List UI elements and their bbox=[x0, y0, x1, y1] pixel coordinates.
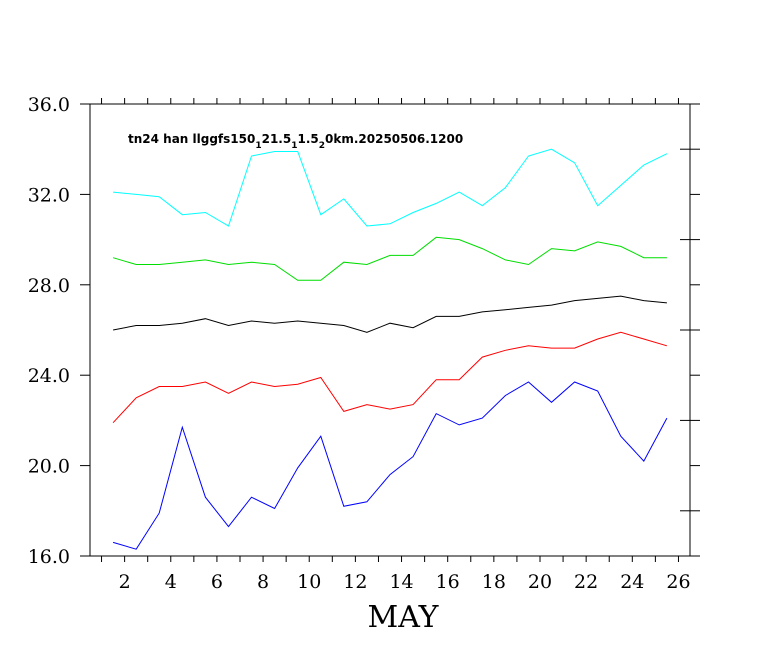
y-tick-label: 16.0 bbox=[28, 546, 70, 568]
series-line-3 bbox=[113, 295, 667, 333]
chart-title-part: 2 bbox=[319, 141, 325, 151]
chart-title-part: 1 bbox=[255, 141, 261, 151]
chart-title-part: tn24 han llggfs150 bbox=[128, 132, 255, 146]
x-axis-title: MAY bbox=[368, 600, 440, 635]
x-tick-label: 14 bbox=[389, 571, 413, 593]
x-tick-label: 24 bbox=[620, 571, 644, 593]
x-tick-label: 10 bbox=[297, 571, 321, 593]
x-tick-label: 20 bbox=[528, 571, 552, 593]
x-tick-label: 16 bbox=[436, 571, 460, 593]
y-tick-label: 32.0 bbox=[28, 184, 70, 206]
label-layer: 2 4 6 8 10 12 14 16 18 20 22 24 2616.020.024.028.032… bbox=[28, 94, 691, 593]
y-tick-label: 24.0 bbox=[28, 365, 70, 387]
x-tick-label: 22 bbox=[574, 571, 598, 593]
y-tick-label: 36.0 bbox=[28, 94, 70, 116]
series-layer bbox=[112, 148, 668, 550]
x-tick-label: 18 bbox=[482, 571, 506, 593]
chart-title: tn24 han llggfs150121.511.520km.20250506… bbox=[128, 132, 463, 151]
series-line-5 bbox=[112, 381, 668, 550]
x-tick-label: 8 bbox=[257, 571, 269, 593]
chart-title-part: 1 bbox=[291, 141, 297, 151]
x-tick-label: 12 bbox=[343, 571, 367, 593]
x-tick-label: 2 bbox=[119, 571, 131, 593]
chart-title-part: 0km.20250506.1200 bbox=[325, 132, 463, 146]
series-line-2 bbox=[112, 236, 667, 281]
plot-frame bbox=[89, 103, 691, 557]
tick-layer bbox=[80, 98, 700, 562]
chart-title-part: 21.5 bbox=[262, 132, 292, 146]
x-tick-label: 26 bbox=[666, 571, 690, 593]
series-line-1 bbox=[113, 148, 668, 227]
y-tick-label: 20.0 bbox=[28, 456, 70, 478]
y-tick-label: 28.0 bbox=[28, 275, 70, 297]
x-tick-label: 4 bbox=[165, 571, 177, 593]
chart-title-part: 1.5 bbox=[297, 132, 318, 146]
x-tick-label: 6 bbox=[211, 571, 223, 593]
series-line-4 bbox=[112, 331, 668, 424]
